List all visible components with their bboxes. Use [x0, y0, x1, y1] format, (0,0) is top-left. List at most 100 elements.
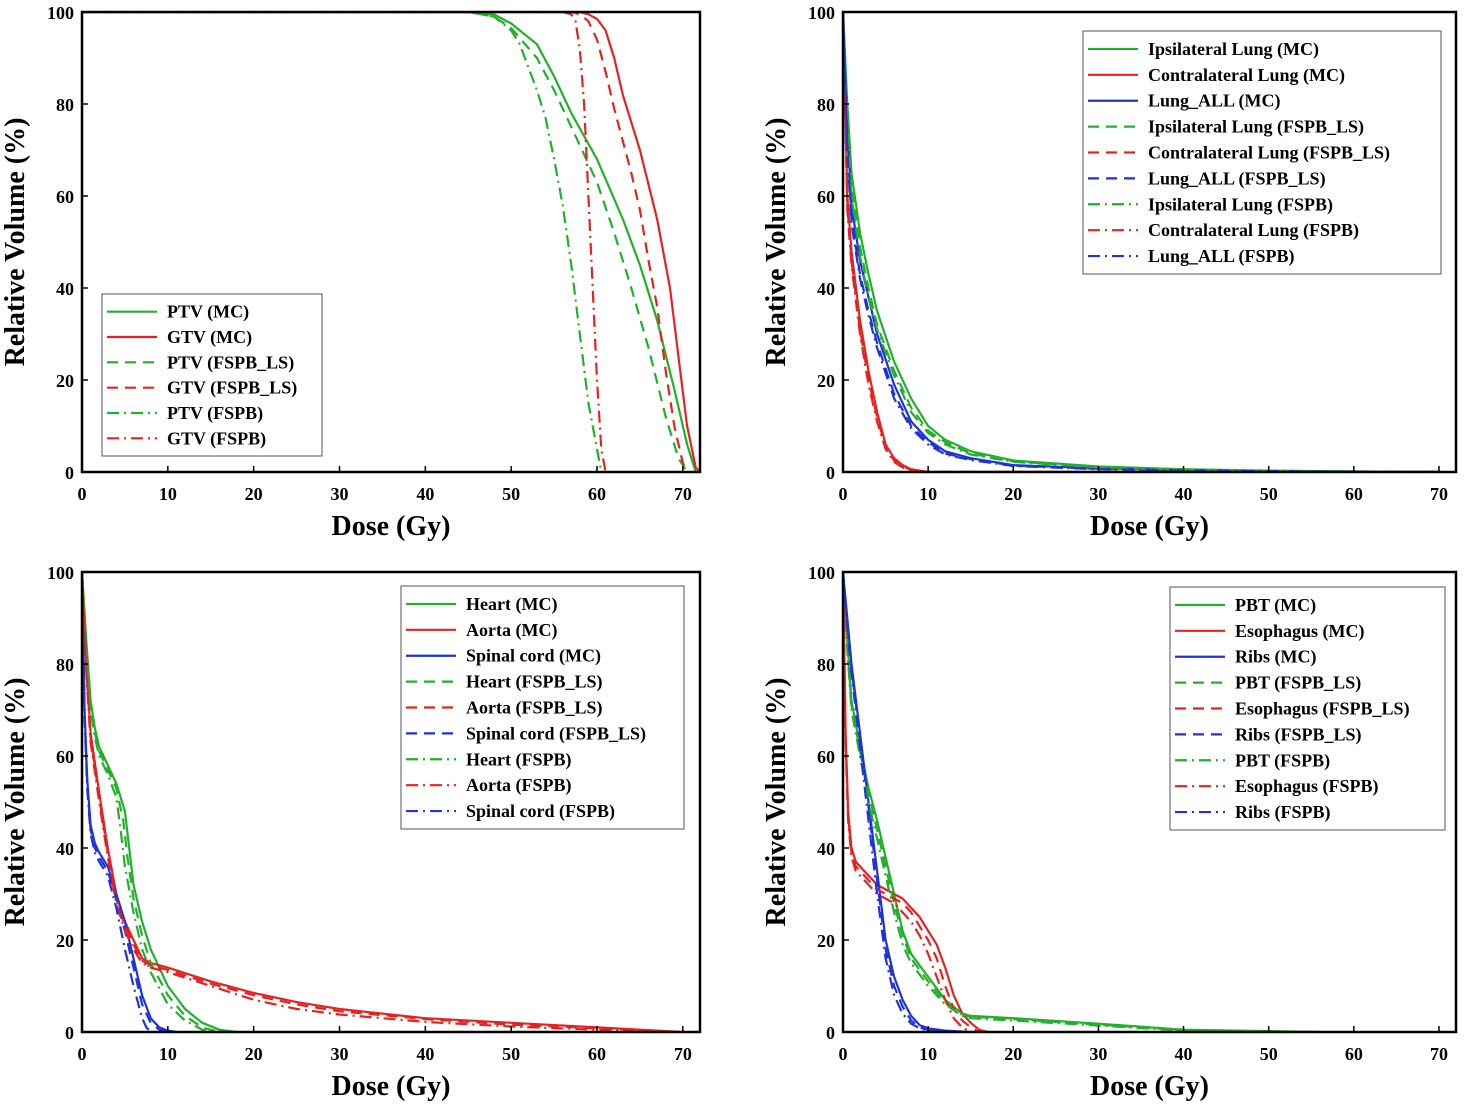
legend: Ipsilateral Lung (MC) Contralateral Lung … — [1082, 30, 1442, 275]
series-line-3 — [82, 572, 220, 1032]
series-line-7 — [843, 12, 1439, 472]
y-tick-label: 40 — [56, 839, 74, 859]
x-tick-label: 30 — [331, 1044, 349, 1064]
series-line-2 — [82, 572, 177, 1032]
plot-frame — [80, 10, 702, 474]
chart-panel-top-left: 0 10 20 30 40 50 60 70 0 20 40 60 80 100 Dose (Gy) Rela… — [0, 3, 702, 542]
legend-label: Ipsilateral Lung (FSPB_LS) — [1148, 117, 1364, 138]
y-tick-label: 0 — [826, 1023, 835, 1043]
legend-label: Esophagus (FSPB_LS) — [1235, 699, 1410, 720]
y-tick-label: 100 — [47, 563, 74, 583]
x-tick-label: 50 — [1260, 1044, 1278, 1064]
series-line-6 — [843, 572, 1303, 1032]
legend-label: Spinal cord (FSPB_LS) — [466, 723, 646, 744]
series-line-2 — [843, 572, 971, 1032]
legend-label: Esophagus (MC) — [1235, 621, 1365, 642]
x-tick-label: 50 — [502, 1044, 520, 1064]
x-tick-label: 20 — [1004, 1044, 1022, 1064]
series-group — [82, 572, 683, 1032]
x-tick-label: 70 — [1430, 484, 1448, 504]
y-tick-label: 0 — [65, 463, 74, 483]
x-tick-label: 30 — [1089, 484, 1107, 504]
x-tick-label: 20 — [1004, 484, 1022, 504]
legend-label: Ipsilateral Lung (FSPB) — [1148, 194, 1333, 215]
y-tick-label: 100 — [808, 3, 835, 23]
legend-label: PBT (MC) — [1235, 595, 1316, 616]
legend-label: Heart (FSPB_LS) — [466, 672, 603, 693]
legend-box — [1082, 30, 1442, 275]
y-tick-label: 80 — [817, 95, 835, 115]
legend-label: Ribs (FSPB) — [1235, 802, 1331, 823]
legend-label: Ipsilateral Lung (MC) — [1148, 39, 1319, 60]
x-tick-label: 30 — [1089, 1044, 1107, 1064]
x-tick-label: 10 — [919, 1044, 937, 1064]
y-tick-label: 40 — [56, 279, 74, 299]
series-group — [843, 572, 1320, 1032]
y-tick-label: 60 — [56, 187, 74, 207]
legend-label: Ribs (FSPB_LS) — [1235, 724, 1362, 745]
series-line-7 — [843, 572, 972, 1032]
series-line-4 — [82, 12, 603, 472]
x-tick-label: 70 — [1430, 1044, 1448, 1064]
series-line-8 — [843, 572, 946, 1032]
legend-label: Heart (MC) — [466, 594, 557, 615]
series-line-8 — [82, 572, 152, 1032]
x-tick-label: 0 — [78, 484, 87, 504]
legend-label: Contralateral Lung (FSPB_LS) — [1148, 143, 1390, 164]
series-line-4 — [82, 572, 666, 1032]
x-tick-label: 40 — [1175, 484, 1193, 504]
x-tick-label: 60 — [588, 1044, 606, 1064]
y-tick-label: 60 — [56, 747, 74, 767]
x-axis-label: Dose (Gy) — [1090, 1071, 1209, 1102]
legend-label: GTV (MC) — [167, 327, 252, 348]
chart-panel-bottom-right: 0 10 20 30 40 50 60 70 0 20 40 60 80 100 Dose (Gy) Rela… — [761, 563, 1458, 1102]
x-axis-label: Dose (Gy) — [332, 511, 451, 542]
y-tick-label: 100 — [47, 3, 74, 23]
legend-label: Heart (FSPB) — [466, 749, 571, 770]
y-axis-label: Relative Volume (%) — [761, 678, 792, 927]
legend: PBT (MC) Esophagus (MC) Ribs (MC) PBT (FSPB… — [1169, 586, 1446, 831]
y-axis-label: Relative Volume (%) — [0, 678, 31, 927]
legend-label: Lung_ALL (MC) — [1148, 91, 1281, 112]
x-tick-label: 20 — [245, 1044, 263, 1064]
x-tick-label: 20 — [245, 484, 263, 504]
y-tick-label: 0 — [65, 1023, 74, 1043]
series-line-7 — [82, 572, 658, 1032]
chart-panel-top-right: 0 10 20 30 40 50 60 70 0 20 40 60 80 100 Dose (Gy) Rela… — [761, 3, 1458, 542]
x-tick-label: 0 — [839, 1044, 848, 1064]
series-line-1 — [82, 12, 700, 472]
y-tick-label: 40 — [817, 839, 835, 859]
legend-label: Aorta (FSPB_LS) — [466, 698, 603, 719]
legend: Heart (MC) Aorta (MC) Spinal cord (MC) Hear… — [400, 585, 685, 830]
series-group — [82, 12, 700, 472]
y-tick-label: 40 — [817, 279, 835, 299]
x-tick-label: 40 — [416, 1044, 434, 1064]
series-line-4 — [843, 572, 980, 1032]
x-tick-label: 50 — [502, 484, 520, 504]
series-line-0 — [82, 12, 697, 472]
legend-label: PBT (FSPB) — [1235, 750, 1330, 771]
legend-label: Ribs (MC) — [1235, 647, 1317, 668]
legend-box — [101, 293, 323, 457]
x-tick-label: 70 — [674, 1044, 692, 1064]
x-tick-label: 0 — [78, 1044, 87, 1064]
y-axis-label: Relative Volume (%) — [0, 118, 31, 367]
legend-label: Lung_ALL (FSPB_LS) — [1148, 168, 1326, 189]
series-line-3 — [843, 572, 1312, 1032]
legend-label: Lung_ALL (FSPB) — [1148, 246, 1295, 267]
y-tick-label: 80 — [56, 95, 74, 115]
y-tick-label: 20 — [817, 931, 835, 951]
series-line-6 — [82, 572, 212, 1032]
plot-frame — [841, 570, 1458, 1034]
chart-panel-bottom-left: 0 10 20 30 40 50 60 70 0 20 40 60 80 100 Dose (Gy) Rela… — [0, 563, 702, 1102]
legend-label: Aorta (MC) — [466, 620, 557, 641]
x-tick-label: 0 — [839, 484, 848, 504]
y-tick-label: 20 — [817, 371, 835, 391]
x-tick-label: 60 — [588, 484, 606, 504]
x-tick-label: 40 — [1175, 1044, 1193, 1064]
x-tick-label: 30 — [331, 484, 349, 504]
legend-label: GTV (FSPB_LS) — [167, 378, 297, 399]
y-tick-label: 20 — [56, 931, 74, 951]
x-tick-label: 60 — [1345, 1044, 1363, 1064]
